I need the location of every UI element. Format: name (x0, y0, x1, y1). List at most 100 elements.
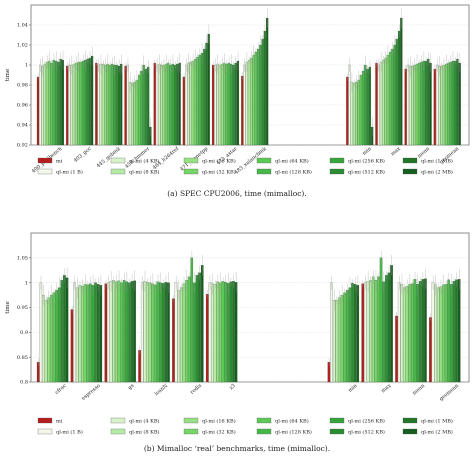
bar (79, 61, 82, 146)
legend-label: ql-mi (32 KB) (202, 429, 236, 436)
legend-swatch (256, 157, 272, 164)
bar (160, 64, 163, 146)
bar-group-min (327, 274, 360, 383)
legend-label: mi (56, 159, 63, 165)
legend-swatch (110, 428, 126, 435)
bar (96, 284, 100, 383)
bar (366, 281, 370, 383)
legend-swatch (402, 417, 418, 424)
bar (99, 63, 102, 146)
legend-spec-cpu2006: mi ql-mi (4 KB) ql-mi (16 KB) ql-mi (64 KB)… (37, 157, 453, 176)
legend-label: ql-mi (2 MB) (421, 429, 453, 436)
bar (52, 292, 56, 383)
bar (366, 68, 369, 146)
bar (343, 292, 346, 383)
bar (140, 70, 143, 146)
legend-swatch (256, 168, 272, 175)
chart-mimalloc-real: 0.8 0.85 0.9 0.95 1 1.05 time cfrac espresso gs le… (5, 232, 470, 402)
bar (182, 76, 186, 146)
legend-swatch (37, 428, 53, 435)
legend-label: ql-mi (512 KB) (348, 169, 385, 176)
bar (178, 62, 181, 146)
bar (379, 257, 383, 383)
bar (259, 44, 262, 146)
bar (36, 76, 40, 146)
bar (171, 63, 174, 146)
legend-item: ql-mi (2 MB) (402, 168, 453, 176)
bar (90, 55, 94, 146)
bar (66, 65, 69, 146)
bar (60, 280, 64, 383)
legend-label: ql-mi (2 MB) (421, 169, 453, 176)
bar (405, 286, 409, 383)
bar (221, 63, 224, 146)
legend-label: ql-mi (1 MB) (421, 158, 453, 165)
legend-label: ql-mi (4 KB) (129, 418, 160, 425)
bar-group-456-hmmer (124, 55, 152, 146)
bar (227, 62, 231, 146)
bar (404, 68, 407, 146)
bar (128, 282, 131, 383)
bar (43, 63, 46, 146)
legend-label: ql-mi (256 KB) (348, 158, 385, 165)
category-label: 445_gobmk (96, 145, 123, 169)
bar (382, 59, 385, 146)
bar (142, 64, 145, 146)
category-label: redis (189, 383, 203, 396)
bar (340, 294, 344, 383)
bar (200, 265, 204, 383)
bar (247, 59, 251, 146)
bar (130, 281, 134, 383)
legend-label: mi (56, 419, 63, 425)
bar (413, 279, 417, 383)
bar (241, 75, 244, 146)
legend-label: ql-mi (128 KB) (275, 429, 312, 436)
bar (225, 63, 228, 146)
bar (374, 280, 378, 383)
bar (102, 63, 105, 146)
bar (113, 64, 116, 146)
bar (138, 74, 141, 146)
bar (81, 60, 85, 146)
bar-group-z3 (205, 271, 238, 383)
legend-swatch (402, 168, 418, 175)
bar (243, 64, 246, 146)
bar (70, 309, 74, 383)
category-label: min (347, 382, 359, 393)
bar (335, 299, 339, 383)
bar (450, 284, 453, 383)
bar (439, 286, 443, 383)
legend-swatch (110, 417, 126, 424)
bar (411, 65, 414, 146)
legend-item: mi (37, 157, 63, 165)
bar (97, 64, 100, 146)
bar (59, 58, 62, 146)
bar (348, 64, 351, 146)
bar (424, 278, 427, 383)
legend-item: ql-mi (2 MB) (402, 429, 453, 436)
bar (81, 286, 84, 383)
bar (44, 299, 48, 383)
bar (330, 282, 333, 383)
bar (377, 276, 380, 383)
legend-swatch (329, 157, 345, 164)
bar (451, 60, 455, 146)
bar (112, 280, 115, 383)
bar (211, 64, 215, 146)
bar (189, 61, 192, 146)
bar (348, 287, 352, 383)
bar (250, 57, 253, 146)
bar (133, 280, 136, 383)
bar-group-483-xalancbmk (241, 8, 269, 146)
bar (362, 70, 365, 146)
bar (375, 62, 378, 146)
bar (434, 284, 437, 383)
bar (124, 65, 127, 146)
bar (111, 63, 114, 146)
bar (361, 283, 365, 383)
bar (422, 60, 425, 146)
bar (193, 282, 196, 383)
bar (256, 48, 260, 146)
bar-group-max (375, 8, 403, 146)
bar (427, 58, 430, 146)
